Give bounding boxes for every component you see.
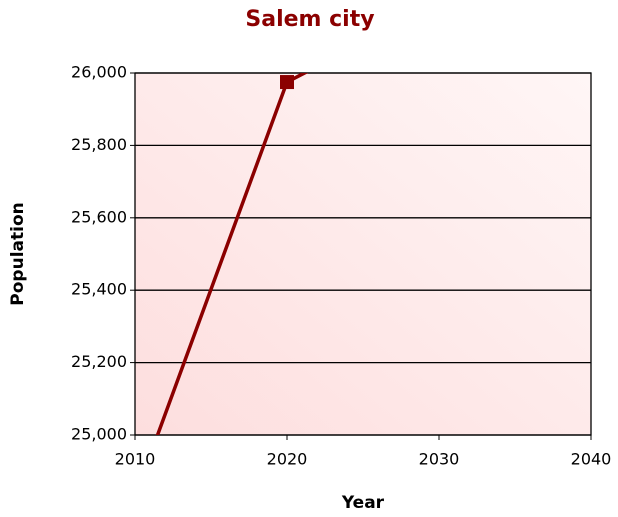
x-axis-label: Year xyxy=(341,493,385,513)
y-tick-label: 25,200 xyxy=(71,352,127,371)
chart-title: Salem city xyxy=(245,7,374,32)
plot-background xyxy=(135,73,591,435)
data-point xyxy=(326,52,340,66)
y-tick-label: 25,600 xyxy=(71,207,127,226)
y-tick-label: 25,400 xyxy=(71,280,127,299)
plot-area xyxy=(128,52,340,504)
y-tick-label: 25,800 xyxy=(71,135,127,154)
y-axis-label: Population xyxy=(8,202,28,305)
data-point xyxy=(128,490,142,504)
x-tick-label: 2030 xyxy=(419,450,460,469)
x-tick-label: 2040 xyxy=(571,450,612,469)
y-tick-label: 26,000 xyxy=(71,63,127,82)
plot-frame xyxy=(134,72,592,436)
data-point xyxy=(280,75,294,90)
x-tick-label: 2020 xyxy=(267,450,308,469)
y-tick-label: 25,000 xyxy=(71,425,127,444)
x-tick-label: 2010 xyxy=(115,450,156,469)
